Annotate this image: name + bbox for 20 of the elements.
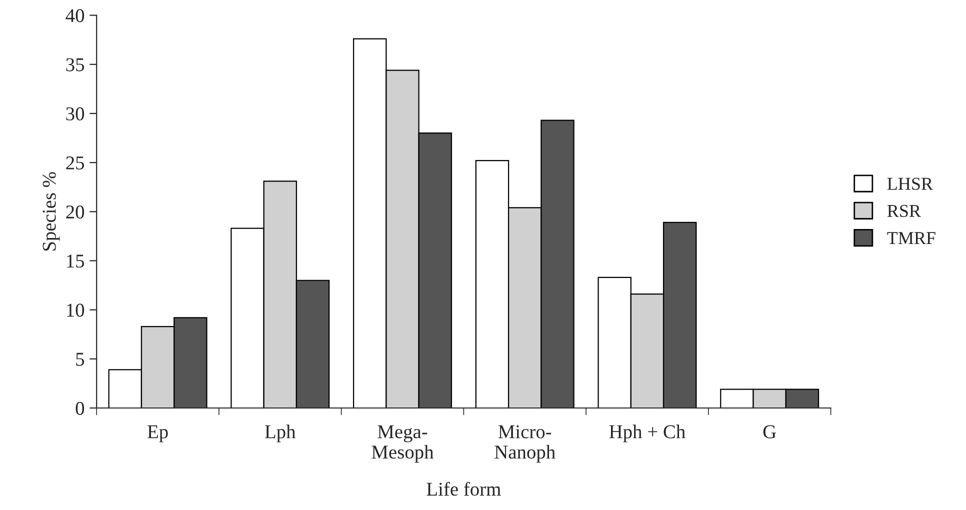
x-axis-title: Life form bbox=[426, 482, 501, 496]
y-tick-label: 35 bbox=[66, 58, 84, 72]
x-tick-label: Ep bbox=[148, 425, 168, 442]
legend-label: TMRF bbox=[887, 232, 936, 244]
x-tick-label: Lph bbox=[265, 424, 296, 442]
x-tick-label: G bbox=[763, 425, 776, 438]
y-tick-label: 0 bbox=[76, 402, 84, 415]
x-tick-label: Micro- Nanoph bbox=[494, 425, 556, 463]
legend-label: LHSR bbox=[887, 178, 933, 190]
y-tick-label: 40 bbox=[66, 9, 84, 22]
y-tick-label: 25 bbox=[66, 156, 84, 170]
y-tick-label: 5 bbox=[76, 352, 84, 366]
x-tick-label: Mega- Mesoph bbox=[372, 425, 434, 463]
y-tick-label: 20 bbox=[66, 205, 84, 219]
y-tick-label: 10 bbox=[67, 304, 84, 317]
y-axis-title: Species % bbox=[42, 172, 60, 251]
x-tick-label: Hph + Ch bbox=[609, 424, 686, 442]
y-tick-label: 15 bbox=[67, 254, 84, 268]
legend-label: RSR bbox=[887, 204, 921, 218]
y-tick-label: 30 bbox=[66, 107, 84, 120]
